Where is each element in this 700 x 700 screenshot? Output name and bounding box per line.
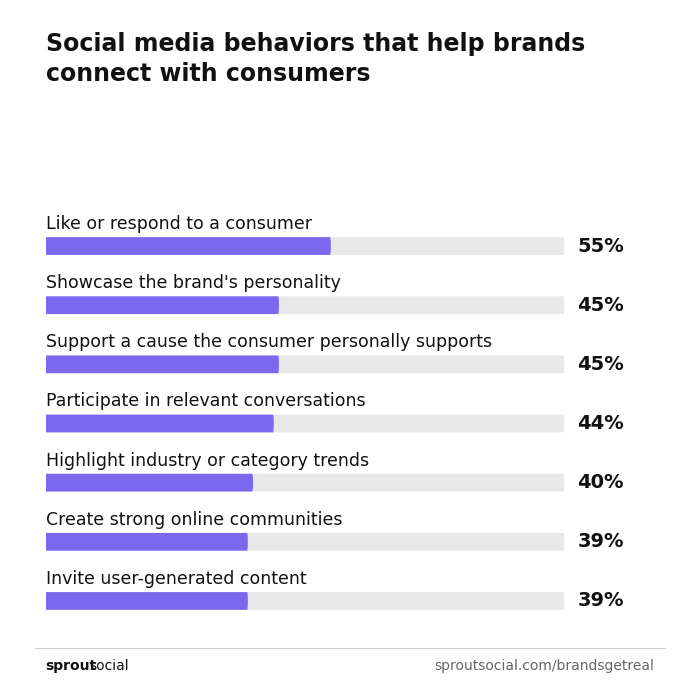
FancyBboxPatch shape xyxy=(46,592,248,610)
FancyBboxPatch shape xyxy=(46,296,279,314)
FancyBboxPatch shape xyxy=(46,533,248,551)
FancyBboxPatch shape xyxy=(46,474,253,491)
Text: sproutsocial.com/brandsgetreal: sproutsocial.com/brandsgetreal xyxy=(435,659,654,673)
Text: social: social xyxy=(89,659,129,673)
Text: 44%: 44% xyxy=(578,414,624,433)
Text: 39%: 39% xyxy=(578,592,624,610)
FancyBboxPatch shape xyxy=(46,356,279,373)
Text: 45%: 45% xyxy=(578,295,624,315)
FancyBboxPatch shape xyxy=(46,592,564,610)
Text: Like or respond to a consumer: Like or respond to a consumer xyxy=(46,215,312,233)
Text: Support a cause the consumer personally supports: Support a cause the consumer personally … xyxy=(46,333,491,351)
Text: Participate in relevant conversations: Participate in relevant conversations xyxy=(46,393,365,410)
FancyBboxPatch shape xyxy=(46,474,564,491)
FancyBboxPatch shape xyxy=(46,533,564,551)
Text: 40%: 40% xyxy=(578,473,624,492)
Text: 55%: 55% xyxy=(578,237,624,256)
Text: 45%: 45% xyxy=(578,355,624,374)
FancyBboxPatch shape xyxy=(46,296,564,314)
Text: Showcase the brand's personality: Showcase the brand's personality xyxy=(46,274,340,292)
Text: 39%: 39% xyxy=(578,532,624,552)
Text: sprout: sprout xyxy=(46,659,97,673)
Text: Highlight industry or category trends: Highlight industry or category trends xyxy=(46,452,369,470)
FancyBboxPatch shape xyxy=(46,414,564,433)
FancyBboxPatch shape xyxy=(46,237,564,255)
FancyBboxPatch shape xyxy=(46,356,564,373)
Text: Create strong online communities: Create strong online communities xyxy=(46,511,342,528)
FancyBboxPatch shape xyxy=(46,414,274,433)
Text: Social media behaviors that help brands
connect with consumers: Social media behaviors that help brands … xyxy=(46,32,584,86)
Text: Invite user-generated content: Invite user-generated content xyxy=(46,570,306,588)
FancyBboxPatch shape xyxy=(46,237,331,255)
